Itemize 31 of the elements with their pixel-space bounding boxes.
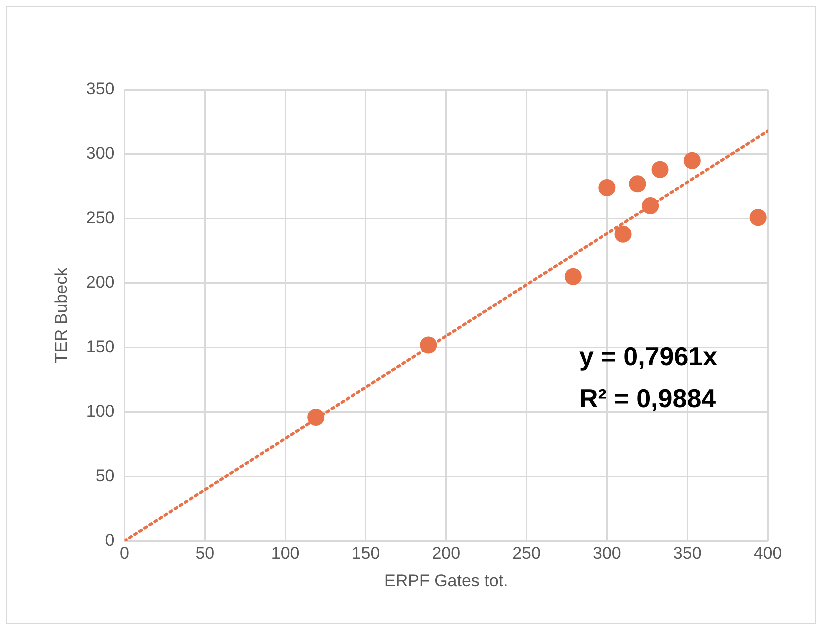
x-tick-label: 250 <box>512 544 541 564</box>
y-tick-label: 50 <box>96 466 115 486</box>
point <box>598 179 616 196</box>
annotation: y = 0,7961x <box>580 342 718 372</box>
y-tick-label: 250 <box>86 208 115 228</box>
annotation: R² = 0,9884 <box>580 384 717 414</box>
x-tick-label: 400 <box>754 544 782 564</box>
x-axis-title: ERPF Gates tot. <box>384 571 508 590</box>
point <box>564 268 582 286</box>
y-tick-label: 200 <box>86 273 115 292</box>
point <box>652 161 669 178</box>
point <box>308 408 325 426</box>
point <box>642 198 660 215</box>
point <box>684 152 701 170</box>
point <box>614 226 632 243</box>
y-tick-label: 150 <box>86 338 115 357</box>
x-tick-label: 50 <box>196 544 215 564</box>
y-tick-label: 100 <box>86 402 115 421</box>
point <box>750 209 767 226</box>
x-tick-label: 100 <box>271 544 300 564</box>
x-tick-label: 0 <box>120 544 130 564</box>
point <box>420 336 438 354</box>
point <box>629 176 646 193</box>
x-tick-label: 300 <box>593 544 622 564</box>
y-tick-label: 350 <box>86 80 115 99</box>
x-tick-label: 350 <box>673 544 702 564</box>
x-tick-label: 150 <box>352 544 380 564</box>
y-axis-title: TER Bubeck <box>52 267 71 364</box>
x-tick-label: 200 <box>432 544 461 564</box>
y-tick-label: 0 <box>105 530 115 550</box>
y-tick-label: 300 <box>86 144 115 164</box>
